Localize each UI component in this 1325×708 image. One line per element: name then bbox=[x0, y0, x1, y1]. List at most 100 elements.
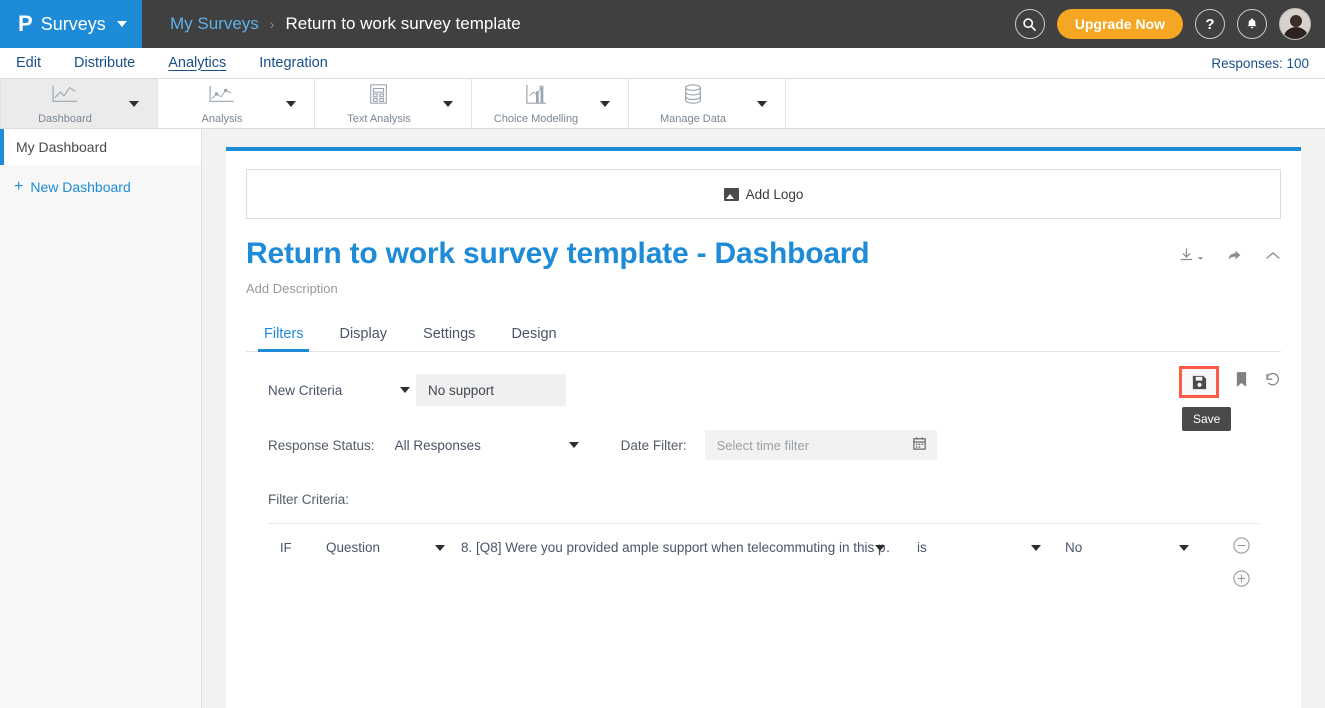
filter-action-buttons: Save bbox=[1179, 366, 1281, 431]
tab-filters[interactable]: Filters bbox=[246, 318, 321, 352]
response-status-label: Response Status: bbox=[268, 437, 375, 453]
image-icon bbox=[723, 187, 739, 201]
notifications-bell-icon[interactable] bbox=[1237, 9, 1267, 39]
avatar-body bbox=[1283, 27, 1309, 39]
download-icon[interactable] bbox=[1178, 247, 1204, 264]
new-criteria-dropdown[interactable]: New Criteria bbox=[268, 383, 416, 398]
toolbar-button-choice-modelling[interactable]: Choice Modelling bbox=[472, 79, 600, 129]
add-logo-label: Add Logo bbox=[745, 186, 804, 202]
manage-data-dropdown-chevron-icon[interactable] bbox=[757, 100, 767, 107]
avatar-head bbox=[1290, 15, 1302, 27]
toolbar-button-analysis[interactable]: Analysis bbox=[158, 79, 286, 129]
toolbar-button-dashboard[interactable]: Dashboard bbox=[1, 79, 129, 129]
tab-settings[interactable]: Settings bbox=[423, 326, 476, 342]
sidebar-new-dashboard-button[interactable]: + New Dashboard bbox=[0, 167, 201, 207]
help-icon[interactable]: ? bbox=[1195, 9, 1225, 39]
saved-criteria-chip[interactable]: No support bbox=[416, 374, 566, 406]
date-filter-placeholder: Select time filter bbox=[716, 437, 810, 453]
main-region: My Dashboard + New Dashboard Add Logo Re… bbox=[0, 129, 1325, 708]
chevron-down-icon bbox=[875, 544, 885, 551]
analytics-toolbar: Dashboard Analysis bbox=[0, 79, 1325, 129]
criteria-field-type-dropdown[interactable]: Question bbox=[326, 540, 451, 555]
nav-item-distribute[interactable]: Distribute bbox=[74, 54, 136, 71]
criteria-selector-row: New Criteria No support bbox=[268, 366, 1279, 431]
date-filter-input[interactable]: Select time filter bbox=[704, 430, 937, 460]
help-glyph: ? bbox=[1205, 15, 1215, 33]
breadcrumb-separator-icon: › bbox=[269, 16, 275, 32]
choice-modelling-dropdown-chevron-icon[interactable] bbox=[600, 100, 610, 107]
dashboard-dropdown-chevron-icon[interactable] bbox=[129, 100, 139, 107]
responses-count: Responses: 100 bbox=[1211, 55, 1309, 71]
chevron-down-icon[interactable] bbox=[116, 21, 127, 27]
criteria-question-dropdown[interactable]: 8. [Q8] Were you provided ample support … bbox=[461, 540, 891, 555]
dashboard-content-area: Add Logo Return to work survey template … bbox=[202, 129, 1325, 708]
search-icon[interactable] bbox=[1014, 9, 1045, 39]
toolbar-group-dashboard: Dashboard bbox=[0, 79, 158, 128]
new-criteria-value: New Criteria bbox=[268, 382, 343, 398]
plus-icon: + bbox=[14, 178, 24, 195]
toolbar-group-analysis: Analysis bbox=[158, 79, 315, 128]
primary-nav: Edit Distribute Analytics Integration Re… bbox=[0, 48, 1325, 79]
chevron-down-icon bbox=[568, 442, 579, 448]
table-row: IF Question 8. [Q8] Were you provided am… bbox=[268, 537, 1259, 587]
analysis-dropdown-chevron-icon[interactable] bbox=[286, 100, 296, 107]
add-description-field[interactable]: Add Description bbox=[246, 281, 338, 296]
dashboard-sidebar: My Dashboard + New Dashboard bbox=[0, 129, 202, 708]
save-floppy-icon bbox=[1191, 374, 1208, 391]
toolbar-group-manage-data: Manage Data bbox=[629, 79, 786, 128]
toolbar-group-text-analysis: Text Analysis bbox=[315, 79, 472, 128]
scatter-chart-icon bbox=[207, 83, 237, 110]
criteria-question-value: 8. [Q8] Were you provided ample support … bbox=[461, 540, 891, 555]
revert-icon[interactable] bbox=[1264, 371, 1281, 393]
breadcrumb-my-surveys[interactable]: My Surveys bbox=[170, 14, 259, 33]
criteria-operator-dropdown[interactable]: is bbox=[917, 540, 1047, 555]
header-actions: Upgrade Now ? bbox=[1014, 0, 1325, 48]
saved-criteria-label: No support bbox=[428, 382, 495, 398]
toolbar-label-choice-modelling: Choice Modelling bbox=[493, 112, 579, 125]
toolbar-button-text-analysis[interactable]: Text Analysis bbox=[315, 79, 443, 129]
share-icon[interactable] bbox=[1226, 247, 1243, 264]
product-logo-icon: P bbox=[18, 11, 33, 36]
minus-circle-icon[interactable] bbox=[1232, 536, 1251, 560]
nav-item-analytics[interactable]: Analytics bbox=[168, 54, 227, 71]
brand-area[interactable]: P Surveys bbox=[0, 0, 142, 48]
tab-display[interactable]: Display bbox=[339, 326, 388, 342]
filters-panel: New Criteria No support bbox=[246, 352, 1281, 587]
toolbar-spacer bbox=[786, 79, 1325, 128]
response-status-value: All Responses bbox=[394, 437, 481, 453]
chevron-down-icon bbox=[1179, 544, 1189, 551]
dashboard-tabs: Filters Display Settings Design bbox=[246, 318, 1281, 352]
calendar-icon[interactable] bbox=[912, 436, 927, 454]
save-button[interactable]: Save bbox=[1179, 366, 1232, 431]
toolbar-button-manage-data[interactable]: Manage Data bbox=[629, 79, 757, 129]
criteria-value-dropdown[interactable]: No bbox=[1065, 540, 1195, 555]
plus-circle-icon[interactable] bbox=[1232, 569, 1251, 593]
breadcrumb: My Surveys › Return to work survey templ… bbox=[142, 0, 1015, 48]
nav-item-integration[interactable]: Integration bbox=[259, 54, 328, 71]
dashboard-title-text[interactable]: Return to work survey template - Dashboa… bbox=[246, 237, 870, 270]
toolbar-label-text-analysis: Text Analysis bbox=[347, 112, 411, 125]
toolbar-label-manage-data: Manage Data bbox=[659, 112, 727, 125]
user-avatar[interactable] bbox=[1279, 8, 1311, 40]
tab-design[interactable]: Design bbox=[511, 326, 557, 342]
brand-name: Surveys bbox=[40, 13, 106, 34]
date-filter-label: Date Filter: bbox=[620, 437, 687, 453]
criteria-operator-value: is bbox=[917, 540, 927, 555]
collapse-chevron-icon[interactable] bbox=[1265, 250, 1281, 262]
response-status-dropdown[interactable]: All Responses bbox=[395, 438, 585, 453]
sidebar-item-my-dashboard[interactable]: My Dashboard bbox=[0, 129, 201, 165]
dashboard-title-row: Return to work survey template - Dashboa… bbox=[246, 237, 1281, 271]
filter-criteria-divider bbox=[268, 523, 1259, 524]
criteria-value-value: No bbox=[1065, 540, 1083, 555]
bookmark-icon[interactable] bbox=[1235, 371, 1248, 393]
database-icon bbox=[680, 83, 706, 110]
toolbar-group-choice-modelling: Choice Modelling bbox=[472, 79, 629, 128]
add-logo-dropzone[interactable]: Add Logo bbox=[246, 169, 1281, 219]
dashboard-card: Add Logo Return to work survey template … bbox=[226, 147, 1301, 708]
page-title: Return to work survey template - Dashboa… bbox=[246, 237, 870, 271]
text-analysis-dropdown-chevron-icon[interactable] bbox=[443, 100, 453, 107]
nav-item-edit[interactable]: Edit bbox=[16, 54, 41, 71]
upgrade-now-button[interactable]: Upgrade Now bbox=[1056, 9, 1183, 39]
bar-scatter-icon bbox=[522, 83, 550, 110]
save-tooltip: Save bbox=[1182, 407, 1232, 431]
